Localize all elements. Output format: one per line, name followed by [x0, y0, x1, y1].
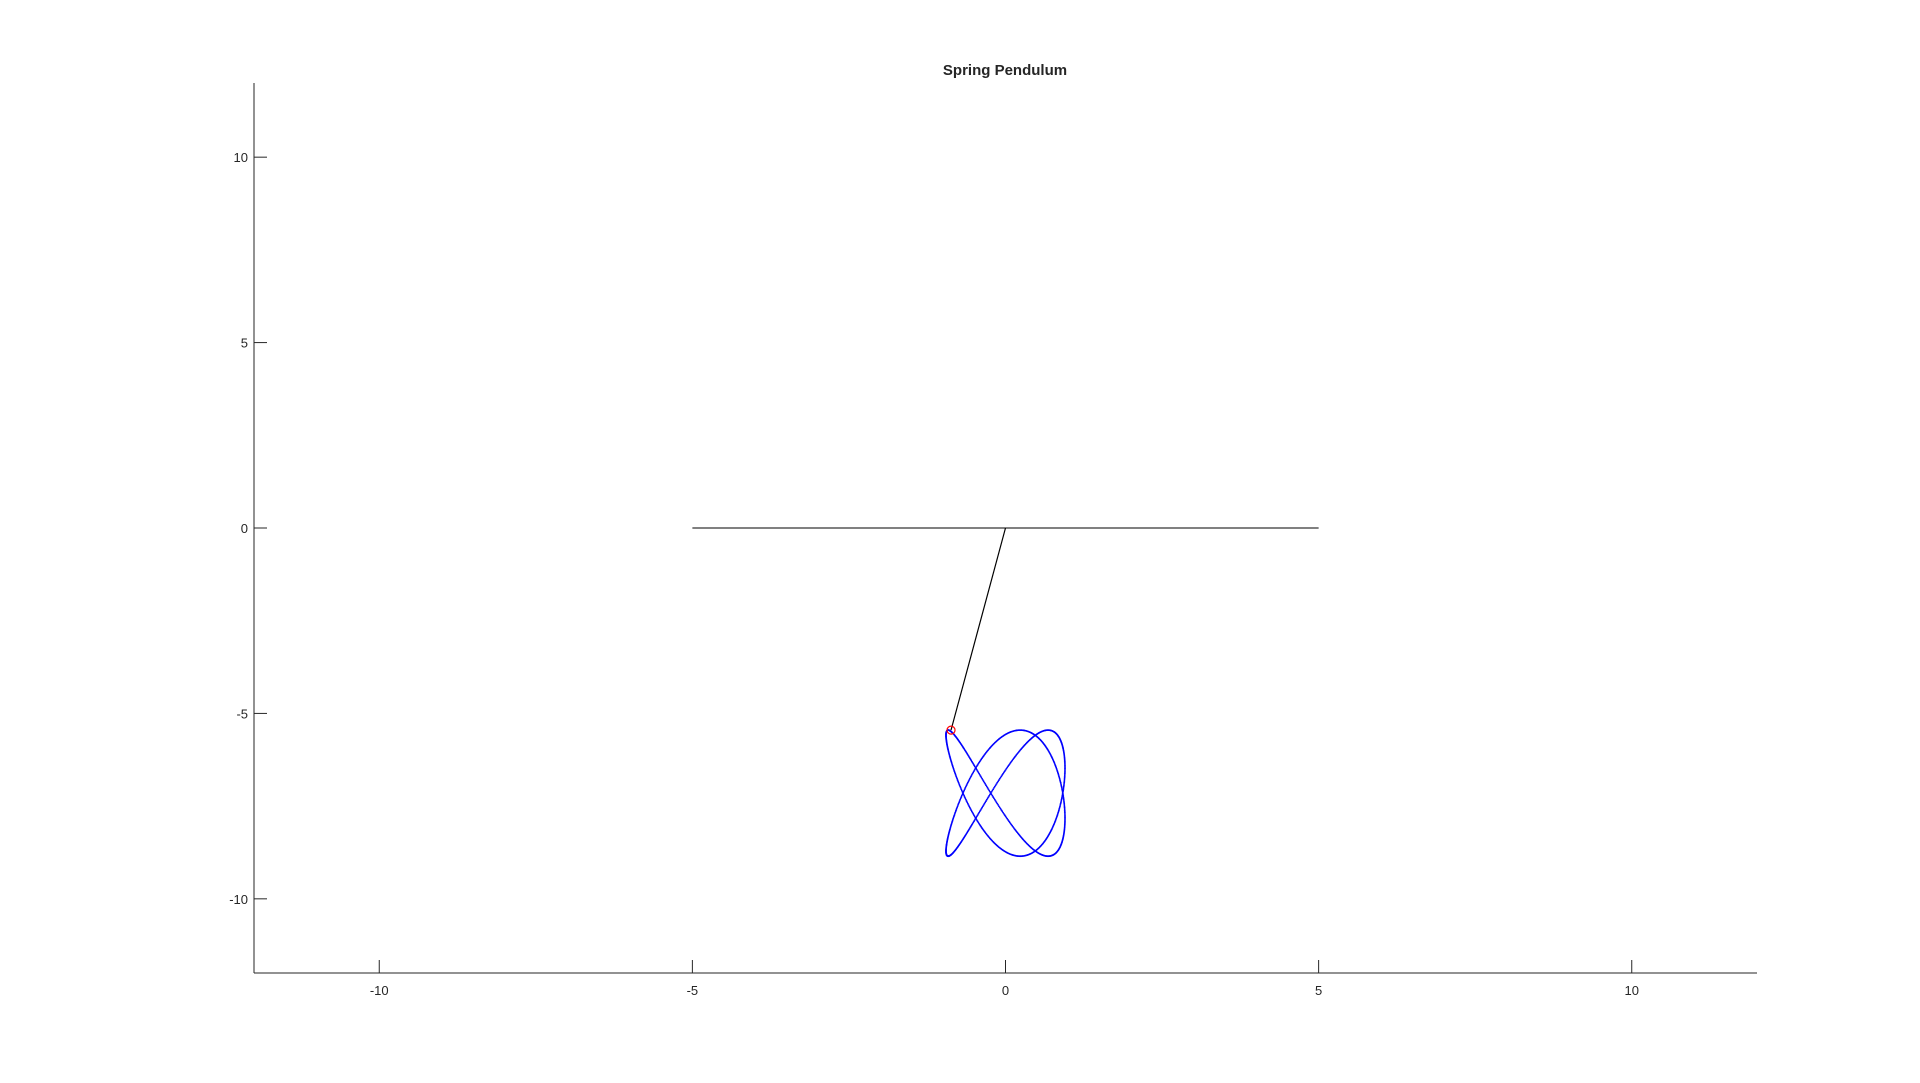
trajectory-point: [987, 788, 990, 791]
trajectory-point: [1063, 801, 1065, 804]
x-tick-label: -5: [687, 983, 699, 998]
trajectory-point: [1063, 806, 1066, 809]
trajectory-point: [1062, 796, 1065, 799]
trajectory-point: [1063, 775, 1066, 778]
y-tick-label: -5: [236, 706, 248, 721]
trajectory-point: [991, 794, 994, 797]
trajectory-point: [1024, 743, 1027, 746]
trajectory-point: [996, 802, 999, 805]
trajectory-point: [993, 787, 995, 789]
trajectory-point: [994, 800, 997, 802]
trajectory-point: [985, 798, 988, 801]
x-tick-label: -10: [370, 983, 389, 998]
trajectory-point: [991, 789, 994, 792]
trajectory-point: [998, 805, 1000, 808]
trajectory-point: [993, 798, 996, 801]
trajectory-point: [1062, 786, 1065, 789]
trajectory-point: [1063, 810, 1066, 813]
chart-title: Spring Pendulum: [943, 62, 1067, 79]
trajectory-point: [1063, 776, 1066, 779]
trajectory-point: [1063, 800, 1065, 802]
trajectory-point: [986, 797, 989, 800]
trajectory-point: [992, 796, 995, 798]
trajectory-point: [1063, 783, 1065, 785]
trajectory-point: [1063, 804, 1066, 806]
trajectory-point: [1063, 809, 1066, 812]
trajectory-point: [1063, 805, 1066, 808]
trajectory-point: [1063, 779, 1066, 781]
trajectory-point: [981, 779, 984, 781]
x-tick-label: 0: [1002, 983, 1009, 998]
trajectory-point: [999, 776, 1002, 779]
trajectory-point: [993, 797, 995, 800]
trajectory-point: [1062, 794, 1065, 797]
trajectory-point: [988, 794, 991, 797]
trajectory-point: [989, 792, 992, 795]
trajectory-point: [998, 806, 1001, 809]
trajectory-point: [994, 784, 997, 787]
trajectory-point: [1062, 798, 1065, 801]
trajectory-point: [987, 796, 990, 799]
trajectory-point: [981, 805, 984, 808]
trajectory-point: [988, 789, 991, 792]
trajectory-point: [982, 804, 985, 806]
y-tick-label: -10: [229, 892, 248, 907]
trajectory-point: [1063, 781, 1066, 784]
trajectory-point: [989, 793, 991, 796]
trajectory-point: [995, 783, 998, 785]
trajectory-point: [1063, 784, 1065, 787]
trajectory-point: [992, 788, 995, 791]
trajectory-point: [989, 790, 991, 793]
trajectory-point: [985, 800, 987, 802]
trajectory-point: [982, 780, 985, 783]
trajectory-point: [1063, 802, 1066, 805]
trajectory-path: [945, 729, 1066, 858]
trajectory-point: [1062, 793, 1064, 796]
y-tick-label: 0: [241, 521, 248, 536]
x-tick-label: 5: [1315, 983, 1322, 998]
trajectory-point: [1000, 809, 1003, 811]
trajectory-point: [996, 781, 999, 784]
trajectory-point: [998, 779, 1000, 781]
trajectory-point: [997, 780, 1000, 783]
plot-area: [692, 527, 1319, 858]
trajectory-point: [1063, 773, 1066, 776]
trajectory-point: [993, 785, 996, 788]
trajectory-point: [997, 804, 999, 806]
trajectory-point: [984, 783, 987, 785]
trajectory-point: [983, 781, 986, 784]
trajectory-point: [1062, 788, 1065, 791]
trajectory-point: [1063, 777, 1066, 780]
y-axis-ticks: -10 -5 0 5 10: [229, 150, 267, 907]
trajectory-point: [983, 802, 986, 805]
trajectory-point: [995, 801, 998, 804]
trajectory-point: [990, 790, 993, 793]
trajectory-point: [985, 784, 987, 787]
trajectory-point: [1063, 780, 1066, 783]
y-tick-label: 10: [234, 150, 248, 165]
spring-line: [950, 527, 1007, 731]
trajectory-point: [985, 785, 988, 788]
trajectory-point: [999, 807, 1002, 810]
y-tick-label: 5: [241, 336, 248, 351]
trajectory-point: [998, 777, 1001, 780]
x-tick-label: 10: [1625, 983, 1639, 998]
trajectory-point: [984, 801, 987, 804]
trajectory-point: [1063, 807, 1066, 810]
x-axis-ticks: -10 -5 0 5 10: [370, 960, 1639, 998]
pendulum-bob-marker: [946, 725, 956, 735]
trajectory-point: [1000, 775, 1003, 778]
trajectory-point: [986, 786, 989, 789]
trajectory-point: [1062, 797, 1065, 800]
trajectory-point: [1062, 785, 1065, 788]
